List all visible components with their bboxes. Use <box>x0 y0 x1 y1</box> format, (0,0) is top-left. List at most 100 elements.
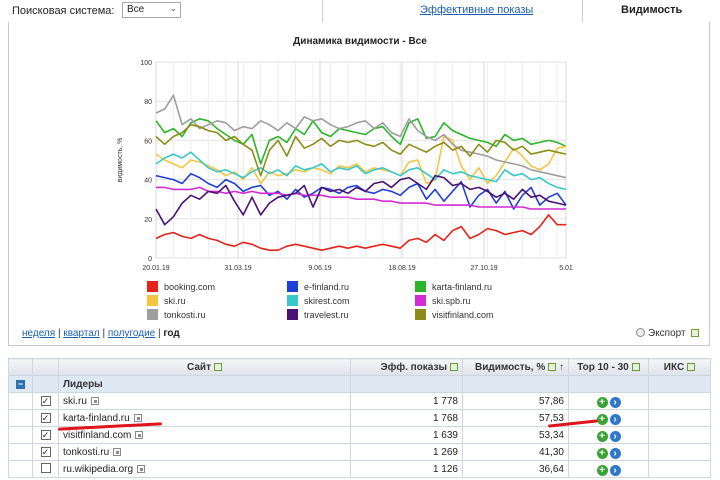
legend-item-tonkosti-ru[interactable]: tonkosti.ru <box>147 309 206 320</box>
expand-circle-icon[interactable]: › <box>609 447 621 459</box>
header-top-10-30[interactable]: Top 10 - 30 <box>568 358 649 376</box>
add-circle-icon[interactable]: + <box>596 464 608 476</box>
collapse-icon[interactable]: − <box>16 378 25 389</box>
header-site[interactable]: Сайт <box>58 358 351 376</box>
series-line-ski-ru <box>155 135 567 185</box>
x-tick-label: 9.06.19 <box>308 265 331 272</box>
help-icon[interactable] <box>213 362 222 371</box>
header-visibility[interactable]: Видимость, % ↑ <box>462 358 569 376</box>
external-link-icon[interactable] <box>90 396 99 405</box>
header-blank <box>8 358 33 376</box>
add-circle-icon[interactable]: + <box>596 430 608 442</box>
visibility-chart: Динамика видимости - Все 0 20 40 60 80 100 20.0… <box>117 36 573 272</box>
iks-cell <box>648 460 711 478</box>
export-button[interactable]: Экспорт <box>636 328 700 339</box>
visibility-cell: 53,34 <box>462 426 569 444</box>
series-line-tonkosti-ru <box>155 94 567 179</box>
legend-swatch <box>147 295 158 306</box>
period-quarter-link[interactable]: квартал <box>63 328 100 339</box>
top-10-30-cell: + › <box>568 392 649 410</box>
site-name[interactable]: tonkosti.ru <box>63 446 110 458</box>
legend-item-travelest-ru[interactable]: travelest.ru <box>287 309 349 320</box>
legend-item-karta-finland-ru[interactable]: karta-finland.ru <box>415 281 492 292</box>
row-checkbox-cell[interactable]: ✓ <box>32 443 59 461</box>
visibility-cell: 41,30 <box>462 443 569 461</box>
series-line-visitfinland-com <box>155 123 567 177</box>
row-checkbox[interactable]: ✓ <box>40 395 51 406</box>
legend-item-ski-ru[interactable]: ski.ru <box>147 295 186 306</box>
row-checkbox[interactable]: ✓ <box>40 429 51 440</box>
site-name[interactable]: ski.ru <box>63 395 87 407</box>
help-icon[interactable] <box>548 362 557 371</box>
legend-item-ski-spb-ru[interactable]: ski.spb.ru <box>415 295 471 306</box>
iks-cell <box>648 409 711 427</box>
y-tick-label: 0 <box>148 256 152 263</box>
y-tick-label: 80 <box>144 99 152 106</box>
x-tick-label: 5.01 <box>559 265 573 272</box>
row-checkbox[interactable] <box>40 462 51 473</box>
tab-visibility[interactable]: Видимость <box>621 4 683 16</box>
site-name[interactable]: ru.wikipedia.org <box>63 463 134 475</box>
expand-circle-icon[interactable]: › <box>609 430 621 442</box>
period-week-link[interactable]: неделя <box>22 328 56 339</box>
external-link-icon[interactable] <box>113 447 122 456</box>
table-row: ✓ tonkosti.ru 1 269 41,30 + › <box>8 443 711 461</box>
tab-effective-impressions[interactable]: Эффективные показы <box>420 4 534 16</box>
period-half-year-link[interactable]: полугодие <box>107 328 156 339</box>
external-link-icon[interactable] <box>135 430 144 439</box>
legend-item-skirest-com[interactable]: skirest.com <box>287 295 350 306</box>
period-switcher: неделя | квартал | полугодие | год <box>22 328 180 339</box>
expand-circle-icon[interactable]: › <box>609 396 621 408</box>
series-line-travelest-ru <box>155 174 567 226</box>
row-checkbox-cell[interactable]: ✓ <box>32 409 59 427</box>
header-iks[interactable]: ИКС <box>648 358 711 376</box>
legend-swatch <box>287 309 298 320</box>
legend-swatch <box>415 309 426 320</box>
series-line-booking-com <box>155 214 566 251</box>
legend-label: e-finland.ru <box>304 282 350 292</box>
legend-label: skirest.com <box>304 296 350 306</box>
help-icon[interactable] <box>631 362 640 371</box>
row-checkbox-cell[interactable]: ✓ <box>32 426 59 444</box>
legend-swatch <box>147 281 158 292</box>
help-icon[interactable] <box>450 362 458 371</box>
row-checkbox[interactable]: ✓ <box>40 446 51 457</box>
search-engine-label: Поисковая система: <box>12 5 115 17</box>
row-checkbox-cell[interactable] <box>32 460 59 478</box>
legend-item-e-finland-ru[interactable]: e-finland.ru <box>287 281 349 292</box>
effective-impressions-cell: 1 126 <box>350 460 463 478</box>
site-cell: tonkosti.ru <box>58 443 351 461</box>
series-line-ski-spb-ru <box>156 186 566 210</box>
row-checkbox-cell[interactable]: ✓ <box>32 392 59 410</box>
site-name[interactable]: karta-finland.ru <box>63 412 130 424</box>
period-year-current[interactable]: год <box>163 328 180 339</box>
add-circle-icon[interactable]: + <box>596 396 608 408</box>
expand-circle-icon[interactable]: › <box>609 464 621 476</box>
legend-item-visitfinland-com[interactable]: visitfinland.com <box>415 309 494 320</box>
legend-label: booking.com <box>164 282 216 292</box>
external-link-icon[interactable] <box>137 464 146 473</box>
external-link-icon[interactable] <box>133 413 142 422</box>
search-engine-select[interactable]: Все ⌄ <box>122 2 181 18</box>
export-icon <box>636 328 645 337</box>
help-icon[interactable] <box>687 362 696 371</box>
site-name[interactable]: visitfinland.com <box>63 429 132 441</box>
group-row-leaders: − Лидеры <box>8 375 711 393</box>
add-circle-icon[interactable]: + <box>596 447 608 459</box>
legend-label: visitfinland.com <box>432 310 494 320</box>
group-toggle-cell[interactable]: − <box>8 375 33 393</box>
table-row: ru.wikipedia.org 1 126 36,64 + › <box>8 460 711 478</box>
legend-item-booking-com[interactable]: booking.com <box>147 281 215 292</box>
header-effective-impressions[interactable]: Эфф. показы <box>350 358 463 376</box>
add-circle-icon[interactable]: + <box>596 413 608 425</box>
y-tick-label: 20 <box>144 217 152 224</box>
legend-swatch <box>415 295 426 306</box>
site-cell: ski.ru <box>58 392 351 410</box>
chevron-down-icon: ⌄ <box>169 3 177 13</box>
help-icon[interactable] <box>691 329 700 337</box>
row-checkbox[interactable]: ✓ <box>40 412 51 423</box>
legend-swatch <box>287 295 298 306</box>
site-cell: karta-finland.ru <box>58 409 351 427</box>
visibility-cell: 36,64 <box>462 460 569 478</box>
expand-circle-icon[interactable]: › <box>609 413 621 425</box>
